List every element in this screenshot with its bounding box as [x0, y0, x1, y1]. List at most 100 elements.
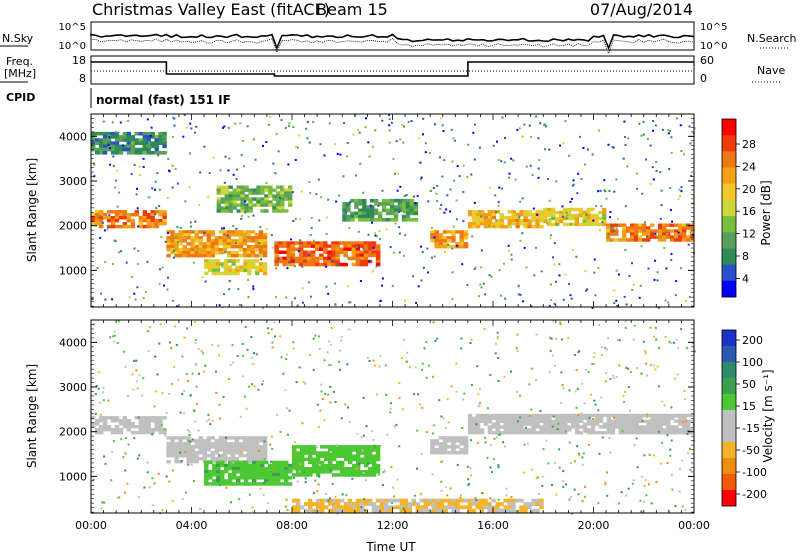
heatmap-cell [137, 225, 140, 228]
heatmap-cell [670, 258, 673, 261]
heatmap-cell [134, 213, 139, 217]
heatmap-cell [463, 442, 469, 446]
heatmap-cell [479, 413, 485, 418]
heatmap-cell [250, 439, 256, 443]
heatmap-cell [186, 233, 191, 237]
heatmap-cell [332, 390, 335, 393]
heatmap-cell [126, 135, 132, 139]
date-label: 07/Aug/2014 [590, 0, 693, 19]
heatmap-cell [378, 445, 381, 447]
heatmap-cell [275, 296, 278, 299]
heatmap-cell [351, 502, 357, 506]
heatmap-cell [301, 287, 304, 290]
heatmap-cell [106, 144, 112, 149]
heatmap-cell [527, 422, 532, 426]
heatmap-cell [471, 213, 477, 217]
heatmap-cell [228, 206, 233, 210]
heatmap-cell [198, 442, 203, 446]
heatmap-cell [659, 171, 662, 173]
heatmap-cell [150, 430, 155, 435]
heatmap-cell [471, 210, 477, 214]
heatmap-cell [434, 236, 439, 240]
heatmap-cell [212, 479, 217, 483]
heatmap-cell [110, 219, 116, 223]
heatmap-cell [109, 163, 112, 166]
heatmap-cell [310, 295, 312, 298]
heatmap-cell [495, 422, 500, 426]
heatmap-cell [594, 419, 600, 423]
heatmap-cell [122, 416, 128, 420]
heatmap-cell [499, 433, 502, 436]
heatmap-cell [582, 413, 588, 418]
heatmap-cell [272, 482, 277, 486]
heatmap-cell [660, 189, 663, 192]
heatmap-cell [198, 245, 203, 249]
heatmap-cell [208, 262, 213, 266]
heatmap-cell [634, 226, 639, 230]
heatmap-cell [262, 262, 268, 266]
colorbar-swatch [722, 264, 736, 282]
colorbar-tick-label: -50 [742, 444, 760, 457]
heatmap-cell [453, 179, 456, 182]
heatmap-cell [455, 390, 458, 393]
heatmap-cell [475, 423, 478, 426]
heatmap-cell [531, 428, 536, 432]
heatmap-cell [355, 467, 358, 470]
heatmap-cell [477, 393, 480, 396]
heatmap-cell [109, 336, 112, 339]
heatmap-cell [272, 460, 277, 465]
heatmap-cell [630, 419, 635, 423]
heatmap-cell [519, 293, 522, 296]
heatmap-cell [471, 498, 476, 503]
heatmap-cell [612, 374, 615, 377]
heatmap-cell [405, 360, 408, 363]
heatmap-cell [584, 430, 587, 433]
heatmap-cell [670, 223, 675, 227]
heatmap-cell [356, 457, 361, 462]
heatmap-cell [436, 184, 439, 187]
heatmap-cell [204, 259, 209, 263]
heatmap-cell [174, 460, 179, 464]
heatmap-cell [635, 437, 638, 440]
heatmap-cell [359, 241, 365, 245]
heatmap-cell [669, 129, 672, 132]
heatmap-cell [392, 486, 395, 489]
heatmap-cell [650, 235, 655, 239]
heatmap-cell [510, 370, 512, 373]
heatmap-cell [336, 451, 341, 455]
heatmap-cell [121, 144, 124, 147]
heatmap-cell [315, 502, 321, 506]
heatmap-cell [244, 326, 247, 329]
heatmap-cell [174, 445, 179, 449]
heatmap-cell [577, 172, 580, 175]
heatmap-cell [487, 416, 493, 420]
heatmap-cell [208, 259, 213, 263]
heatmap-cell [606, 416, 612, 420]
heatmap-cell [348, 301, 351, 304]
heatmap-cell [178, 248, 183, 252]
heatmap-cell [383, 498, 389, 503]
heatmap-cell [495, 502, 500, 506]
heatmap-cell [670, 229, 675, 233]
heatmap-cell [204, 479, 209, 483]
heatmap-cell [263, 458, 266, 461]
heatmap-cell [256, 188, 261, 192]
heatmap-cell [93, 163, 96, 166]
heatmap-cell [296, 470, 301, 474]
heatmap-cell [252, 214, 255, 217]
heatmap-cell [650, 416, 655, 420]
heatmap-cell [666, 425, 671, 429]
heatmap-cell [507, 425, 512, 429]
heatmap-cell [335, 241, 340, 245]
heatmap-cell [224, 479, 229, 483]
heatmap-cell [504, 297, 507, 300]
heatmap-cell [670, 136, 673, 139]
heatmap-cell [403, 505, 409, 510]
heatmap-cell [435, 192, 438, 195]
heatmap-cell [122, 213, 128, 217]
heatmap-cell [463, 439, 469, 443]
heatmap-cell [222, 457, 228, 461]
heatmap-cell [419, 161, 422, 164]
heatmap-cell [317, 483, 320, 486]
heatmap-cell [495, 425, 500, 429]
